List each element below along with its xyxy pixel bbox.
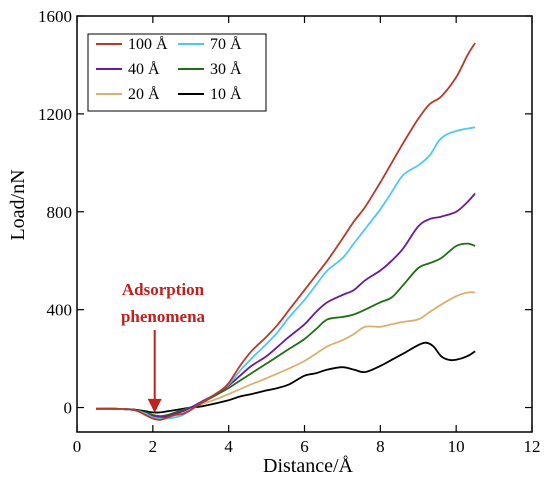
legend-label: 30 Å [210,60,242,78]
annotation-line-1: Adsorption [122,280,205,299]
x-tick-label: 8 [376,437,385,456]
y-axis-title: Load/nN [7,169,29,240]
x-tick-label: 6 [300,437,309,456]
legend: 100 Å 70 Å 40 Å 30 Å 20 Å 10 Å [87,33,267,112]
legend-label: 70 Å [210,35,242,53]
legend-label: 40 Å [128,60,160,78]
plot-frame [76,15,533,433]
legend-label: 10 Å [210,85,242,103]
y-tick-label: 800 [47,203,73,222]
y-tick-label: 0 [64,399,73,418]
series-line-30A [95,242,476,417]
legend-label: 100 Å [128,35,168,53]
legend-box [87,33,267,112]
y-tick-label: 1600 [38,7,72,26]
axis-ticks: 0 2 4 6 8 10 12 0 400 800 1200 1600 [38,7,541,456]
x-axis-title: Distance/Å [263,455,354,477]
series-lines [95,42,476,421]
series-line-40A [95,192,476,419]
y-tick-label: 400 [47,301,73,320]
y-tick-label: 1200 [38,105,72,124]
series-line-70A [95,126,476,420]
legend-label: 20 Å [128,85,160,103]
annotation-line-2: phenomena [121,307,206,326]
series-line-100A [95,42,476,421]
annotation-arrowhead [147,398,162,413]
x-tick-label: 4 [224,437,233,456]
x-tick-label: 2 [149,437,158,456]
x-tick-label: 0 [73,437,82,456]
series-line-10A [95,341,476,414]
x-tick-label: 12 [524,437,541,456]
annotation: Adsorption phenomena [121,280,206,413]
x-tick-label: 10 [448,437,465,456]
